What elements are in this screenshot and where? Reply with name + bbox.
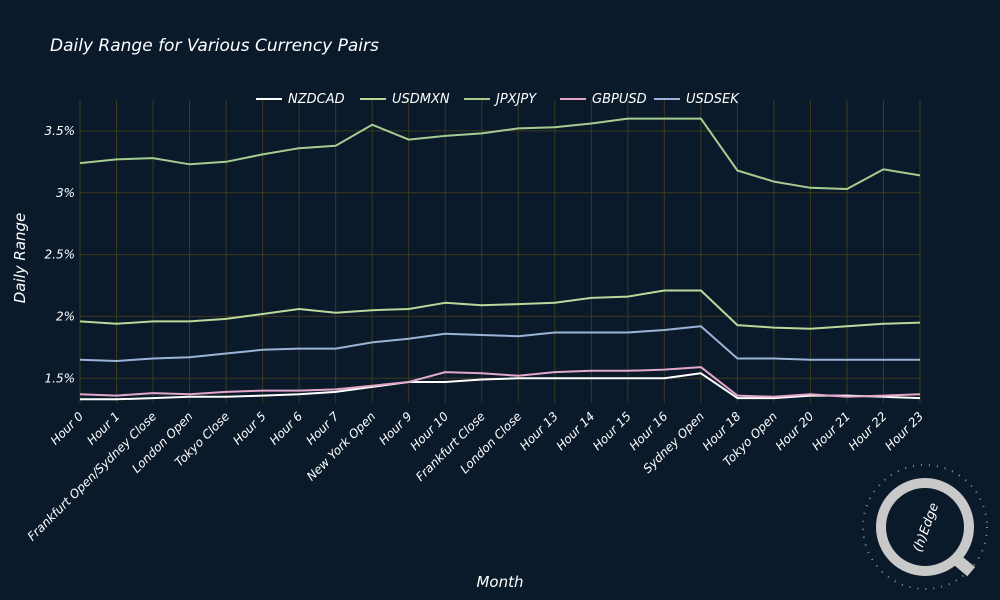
x-tick-label: New York Open xyxy=(304,409,378,483)
x-axis-title: Month xyxy=(476,573,523,591)
y-axis-title: Daily Range xyxy=(11,213,29,304)
legend-label: USDSEK xyxy=(686,92,740,107)
y-tick-label: 3% xyxy=(56,186,75,200)
y-tick-label: 2.5% xyxy=(45,248,76,262)
chart-title: Daily Range for Various Currency Pairs xyxy=(50,36,379,56)
legend-item-usdsek[interactable]: USDSEK xyxy=(654,92,740,107)
series-line-nzdcad xyxy=(80,372,921,401)
y-tick-label: 3.5% xyxy=(45,124,76,138)
legend-item-gbpusd[interactable]: GBPUSD xyxy=(560,92,647,107)
watermark-dot-ring xyxy=(862,464,988,590)
watermark-text: (h)Edge xyxy=(911,501,943,554)
legend-item-usdmxn[interactable]: USDMXN xyxy=(360,92,450,107)
y-tick-label: 2% xyxy=(56,309,75,323)
x-tick-label: Hour 6 xyxy=(267,409,306,448)
legend-label: GBPUSD xyxy=(592,92,647,107)
x-tick-label: Hour 20 xyxy=(773,409,817,453)
series-line-usdsek xyxy=(79,325,920,362)
y-tick-label: 1.5% xyxy=(45,371,76,385)
watermark-logo: (h)Edge xyxy=(862,464,988,590)
x-tick-label: Hour 22 xyxy=(846,409,890,453)
y-tick-labels: 1.5% 2% 2.5% 3% 3.5% xyxy=(45,124,76,385)
series-layer xyxy=(79,117,921,401)
x-tick-label: Hour 14 xyxy=(554,409,598,453)
series-line-jpxjpy xyxy=(79,117,921,190)
series-line-gbpusd xyxy=(79,366,921,398)
x-tick-label: Hour 23 xyxy=(882,409,926,453)
legend-label: JPXJPY xyxy=(493,92,537,107)
grid-layer xyxy=(79,100,921,403)
watermark-q-tail xyxy=(948,551,976,577)
x-tick-label: Hour 13 xyxy=(517,409,561,453)
x-tick-label: Hour 0 xyxy=(48,409,87,448)
watermark-q-ring xyxy=(876,478,974,576)
legend-label: NZDCAD xyxy=(288,92,345,107)
x-tick-label: Hour 5 xyxy=(230,409,268,447)
legend-item-nzdcad[interactable]: NZDCAD xyxy=(256,92,345,107)
x-tick-label: Hour 15 xyxy=(590,409,634,453)
legend-label: USDMXN xyxy=(392,92,450,107)
legend: NZDCAD USDMXN JPXJPY GBPUSD USDSEK xyxy=(256,92,740,107)
legend-item-jpxjpy[interactable]: JPXJPY xyxy=(464,92,537,107)
x-tick-label: Hour 21 xyxy=(809,409,853,453)
series-line-usdmxn xyxy=(79,289,921,330)
